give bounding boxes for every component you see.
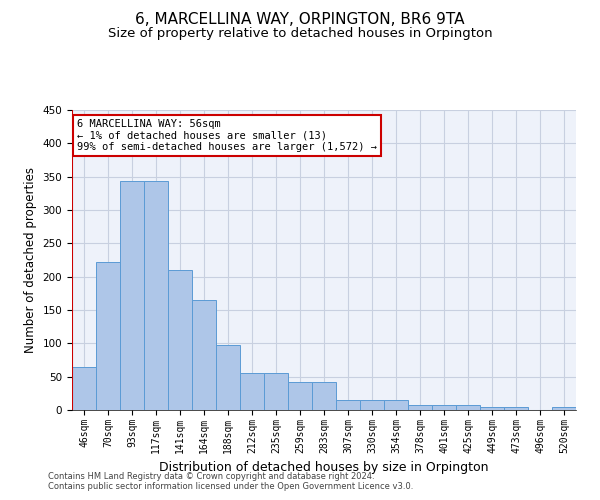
Text: Size of property relative to detached houses in Orpington: Size of property relative to detached ho… xyxy=(107,28,493,40)
Bar xyxy=(456,406,480,410)
Y-axis label: Number of detached properties: Number of detached properties xyxy=(24,167,37,353)
Bar xyxy=(168,270,192,410)
Bar xyxy=(552,406,576,410)
Bar xyxy=(336,400,360,410)
Bar xyxy=(264,372,288,410)
Text: 6 MARCELLINA WAY: 56sqm
← 1% of detached houses are smaller (13)
99% of semi-det: 6 MARCELLINA WAY: 56sqm ← 1% of detached… xyxy=(77,119,377,152)
Bar xyxy=(288,382,312,410)
Bar xyxy=(144,182,168,410)
X-axis label: Distribution of detached houses by size in Orpington: Distribution of detached houses by size … xyxy=(159,461,489,474)
Bar xyxy=(360,400,384,410)
Bar xyxy=(240,372,264,410)
Bar xyxy=(408,406,432,410)
Text: Contains HM Land Registry data © Crown copyright and database right 2024.: Contains HM Land Registry data © Crown c… xyxy=(48,472,374,481)
Bar xyxy=(432,406,456,410)
Bar xyxy=(216,344,240,410)
Bar xyxy=(384,400,408,410)
Bar xyxy=(504,406,528,410)
Bar xyxy=(72,366,96,410)
Bar xyxy=(192,300,216,410)
Text: Contains public sector information licensed under the Open Government Licence v3: Contains public sector information licen… xyxy=(48,482,413,491)
Bar xyxy=(312,382,336,410)
Bar xyxy=(120,182,144,410)
Bar xyxy=(480,406,504,410)
Bar xyxy=(96,262,120,410)
Text: 6, MARCELLINA WAY, ORPINGTON, BR6 9TA: 6, MARCELLINA WAY, ORPINGTON, BR6 9TA xyxy=(135,12,465,28)
